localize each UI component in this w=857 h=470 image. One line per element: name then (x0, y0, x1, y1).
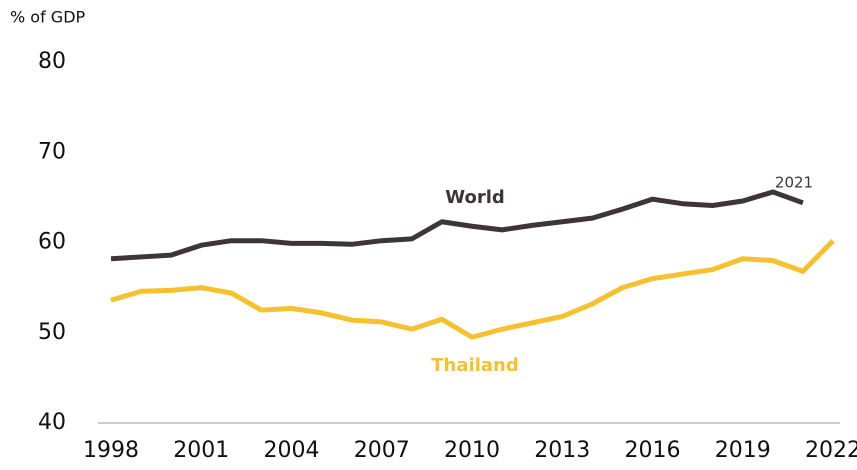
x-tick-label: 2022 (805, 438, 857, 463)
series-line (110, 238, 835, 340)
y-axis-label: % of GDP (10, 8, 86, 27)
y-tick-label: 40 (38, 410, 66, 435)
y-tick-label: 80 (38, 49, 66, 74)
x-tick-label: 2019 (715, 438, 771, 463)
series-label: Thailand (431, 355, 518, 376)
annotation: 2021 (775, 174, 813, 192)
series-label: World (445, 187, 505, 208)
y-tick-label: 60 (38, 230, 66, 255)
x-tick-label: 2016 (625, 438, 681, 463)
x-tick-label: 2013 (534, 438, 590, 463)
x-tick-label: 2001 (173, 438, 229, 463)
y-tick-label: 70 (38, 139, 66, 164)
x-tick-label: 1998 (83, 438, 139, 463)
x-tick-label: 2004 (264, 438, 320, 463)
series-line (110, 189, 804, 262)
x-tick-label: 2010 (444, 438, 500, 463)
x-tick-label: 2007 (354, 438, 410, 463)
y-tick-label: 50 (38, 320, 66, 345)
